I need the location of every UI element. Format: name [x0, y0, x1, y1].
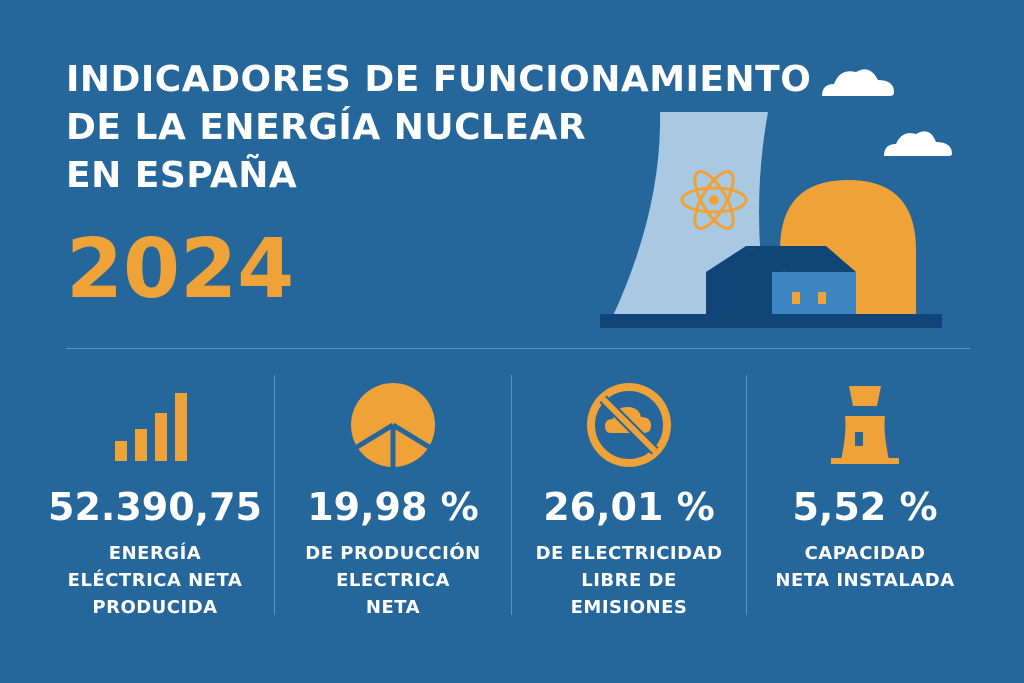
stat-label-line: EMISIONES — [570, 597, 688, 618]
power-plant-icon — [748, 380, 982, 470]
stat-value: 26,01 % — [543, 485, 715, 529]
stat-label-line: ELÉCTRICA NETA — [67, 570, 243, 591]
no-emissions-icon — [512, 380, 746, 470]
nuclear-plant-illustration — [600, 69, 952, 328]
stat-installed-capacity: 5,52 % CAPACIDAD NETA INSTALADA — [748, 380, 982, 594]
stat-label-line: PRODUCIDA — [92, 597, 218, 618]
stat-label-line: ELECTRICA — [336, 570, 450, 591]
column-divider — [511, 375, 512, 615]
title-line-2: DE LA ENERGÍA NUCLEAR — [66, 107, 587, 148]
column-divider — [746, 375, 747, 615]
stat-value: 5,52 % — [792, 485, 938, 529]
pie-chart-icon — [276, 380, 510, 470]
infographic-title: INDICADORES DE FUNCIONAMIENTO DE LA ENER… — [66, 56, 811, 200]
stat-label: DE PRODUCCIÓN ELECTRICA NETA — [276, 540, 510, 621]
stat-label-line: LIBRE DE — [581, 570, 677, 591]
stat-label-line: CAPACIDAD — [804, 543, 926, 564]
stat-label-line: NETA INSTALADA — [775, 570, 955, 591]
column-divider — [274, 375, 275, 615]
stat-label-line: ENERGÍA — [108, 543, 202, 564]
atom-icon — [680, 170, 748, 230]
stat-label-line: NETA — [365, 597, 421, 618]
stat-label-line: DE ELECTRICIDAD — [535, 543, 723, 564]
stat-emission-free: 26,01 % DE ELECTRICIDAD LIBRE DE EMISION… — [512, 380, 746, 621]
stat-value: 19,98 % — [307, 485, 479, 529]
stat-label: CAPACIDAD NETA INSTALADA — [748, 540, 982, 594]
stat-value: 52.390,75 — [48, 485, 262, 529]
stat-energy-produced: 52.390,75 ENERGÍA ELÉCTRICA NETA PRODUCI… — [40, 380, 270, 621]
section-divider — [66, 348, 970, 349]
cloud-icon-small — [884, 131, 952, 156]
title-line-1: INDICADORES DE FUNCIONAMIENTO — [66, 59, 812, 100]
stat-production-share: 19,98 % DE PRODUCCIÓN ELECTRICA NETA — [276, 380, 510, 621]
year-label: 2024 — [66, 222, 295, 317]
title-line-3: EN ESPAÑA — [66, 155, 298, 196]
stat-label-line: DE PRODUCCIÓN — [305, 543, 481, 564]
stat-label: ENERGÍA ELÉCTRICA NETA PRODUCIDA — [40, 540, 270, 621]
ground-line — [600, 314, 942, 328]
cloud-icon — [822, 69, 894, 96]
bar-chart-icon — [40, 380, 270, 470]
stat-label: DE ELECTRICIDAD LIBRE DE EMISIONES — [512, 540, 746, 621]
